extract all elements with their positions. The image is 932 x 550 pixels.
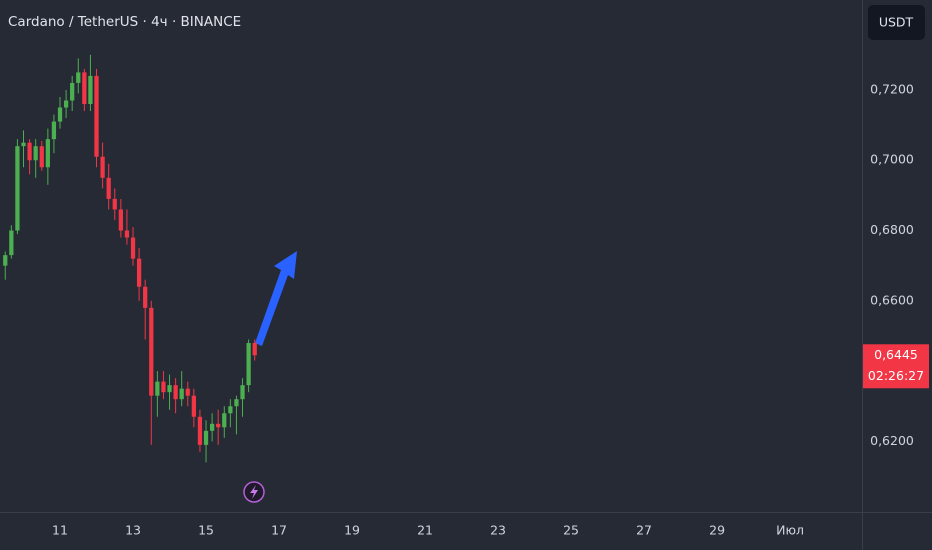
candle-body — [155, 381, 160, 396]
countdown-label: 02:26:27 — [868, 368, 924, 383]
candle-body — [191, 395, 196, 417]
candle-body — [112, 198, 117, 210]
candle-body — [9, 230, 14, 256]
y-tick-label: 0,6200 — [870, 433, 914, 448]
x-tick-label: 29 — [709, 523, 725, 538]
candle-body — [149, 307, 154, 396]
candle-body — [234, 399, 239, 407]
last-price-label: 0,6445 — [874, 347, 918, 362]
candle-body — [63, 100, 69, 108]
candle-body — [57, 107, 63, 122]
currency-button[interactable] — [868, 5, 925, 40]
candle-body — [185, 388, 190, 396]
y-tick-label: 0,6800 — [870, 222, 914, 237]
candle-body — [216, 423, 221, 428]
candle-body — [246, 342, 251, 386]
candle-body — [179, 388, 184, 400]
y-tick-label: 0,6600 — [870, 292, 914, 307]
x-tick-label: 21 — [417, 523, 433, 538]
candle-body — [39, 146, 44, 168]
x-tick-label: 13 — [125, 523, 141, 538]
candle-body — [21, 142, 26, 147]
candle-body — [76, 72, 81, 83]
candle-body — [88, 75, 93, 105]
y-tick-label: 0,7000 — [870, 152, 914, 167]
candle-body — [197, 416, 203, 445]
candle-body — [124, 230, 130, 238]
x-tick-label: 19 — [344, 523, 360, 538]
candle-body — [228, 406, 233, 414]
event-icon-bolt — [250, 485, 258, 499]
candle-body — [15, 146, 20, 231]
candle-body — [45, 139, 50, 168]
candle-body — [70, 82, 75, 101]
x-tick-label: 25 — [563, 523, 579, 538]
last-price-marker — [863, 344, 929, 389]
x-tick-label: 11 — [52, 523, 68, 538]
candle-body — [130, 237, 136, 259]
x-tick-label: 17 — [271, 523, 287, 538]
candle-body — [143, 286, 148, 308]
candle-body — [106, 177, 111, 199]
x-tick-label: 15 — [198, 523, 214, 538]
currency-label[interactable]: USDT — [879, 15, 914, 30]
candle-body — [3, 255, 8, 266]
candle-body — [100, 156, 105, 178]
candle-body — [203, 430, 209, 445]
arrow-annotation — [255, 251, 297, 346]
candle-body — [240, 385, 245, 400]
candle-body — [209, 423, 215, 431]
candle-body — [51, 121, 57, 140]
candle-body — [173, 385, 178, 400]
candle-body — [136, 258, 142, 287]
candle-body — [161, 381, 166, 393]
chart-title: Cardano / TetherUS · 4ч · BINANCE — [8, 14, 241, 30]
y-tick-label: 0,7200 — [870, 81, 914, 96]
x-tick-label: Июл — [776, 523, 804, 538]
candle-body — [33, 146, 38, 161]
candle-body — [118, 209, 123, 231]
candle-body — [252, 342, 257, 356]
candle-body — [27, 142, 32, 161]
x-tick-label: 23 — [490, 523, 506, 538]
candle-body — [94, 75, 99, 157]
candle-body — [82, 72, 87, 105]
candle-body — [222, 413, 227, 428]
candle-body — [167, 385, 172, 393]
x-tick-label: 27 — [636, 523, 652, 538]
